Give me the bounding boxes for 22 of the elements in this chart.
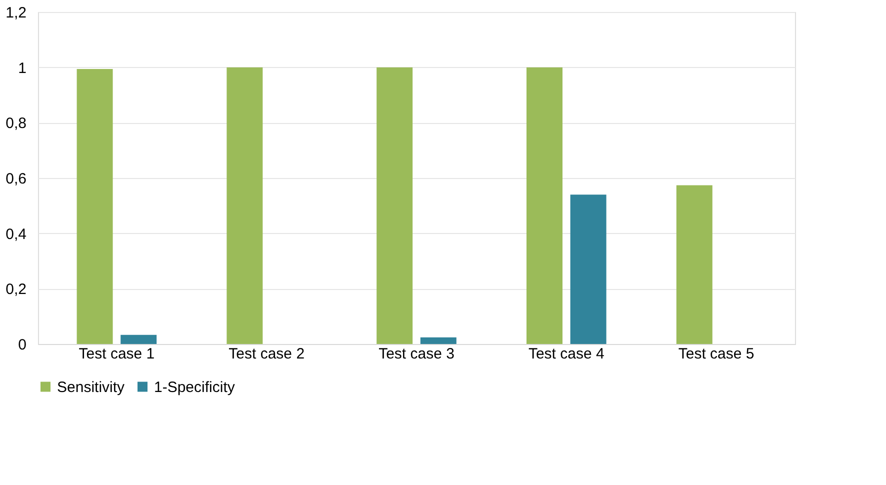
x-tick-label: Test case 1 <box>78 346 155 362</box>
x-tick-label: Test case 5 <box>678 346 754 362</box>
bar <box>76 68 113 344</box>
y-tick-label: 1 <box>18 60 26 77</box>
bar <box>570 194 606 344</box>
bar <box>526 67 562 344</box>
legend-label: 1-Specificity <box>154 378 236 396</box>
bar <box>226 67 263 344</box>
bar <box>376 67 413 344</box>
y-tick-label: 0,6 <box>6 170 26 188</box>
legend-label: Sensitivity <box>57 378 126 396</box>
x-tick-label: Test case 2 <box>228 346 305 362</box>
y-tick-label: 0 <box>18 336 26 354</box>
bar <box>420 337 456 344</box>
y-tick-label: 0,4 <box>6 226 26 243</box>
y-tick-label: 1,2 <box>6 4 26 22</box>
bar <box>676 185 712 344</box>
bar <box>120 334 157 344</box>
x-tick-label: Test case 3 <box>378 346 454 362</box>
y-tick-label: 0,8 <box>6 115 26 132</box>
y-tick-label: 0,2 <box>6 281 26 298</box>
x-tick-label: Test case 4 <box>528 346 604 362</box>
